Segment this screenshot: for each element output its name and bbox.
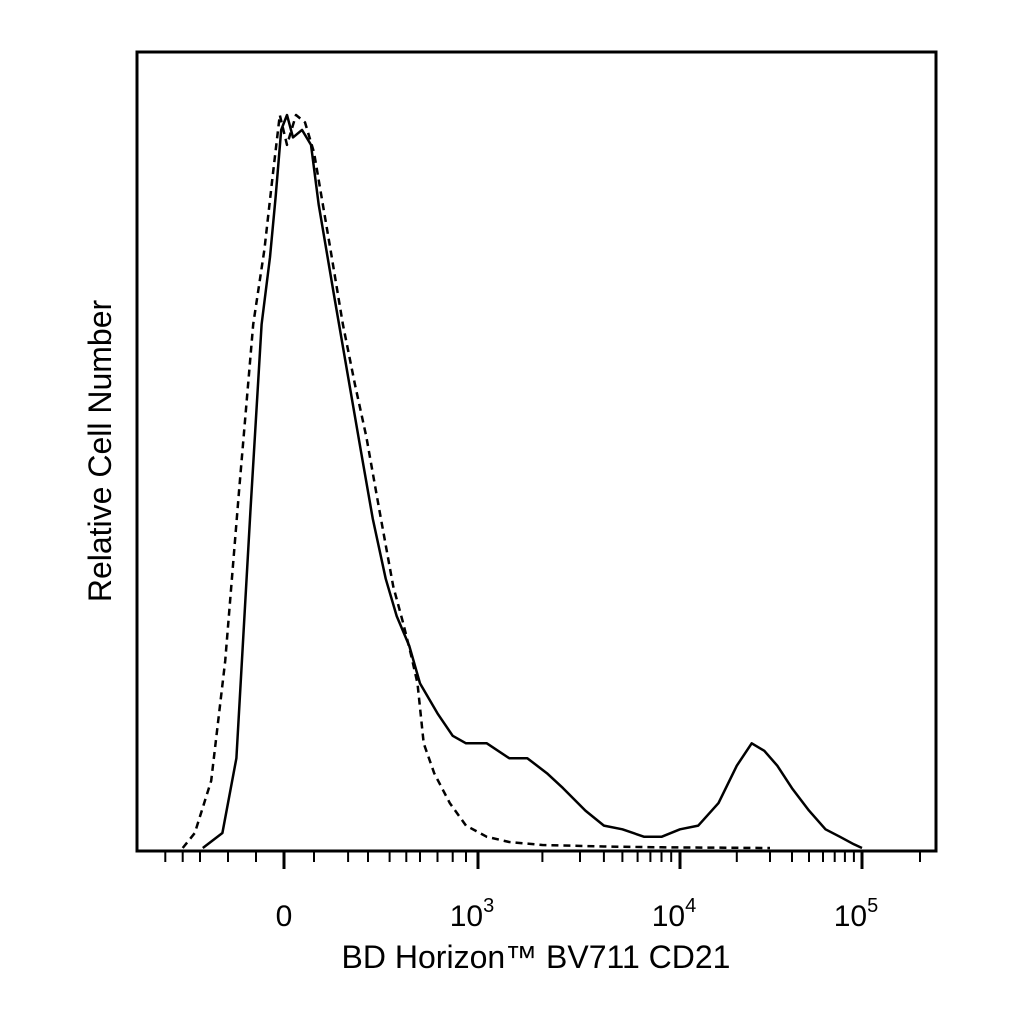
x-axis-title: BD Horizon™ BV711 CD21: [342, 939, 731, 975]
plot-frame: [135, 50, 938, 853]
x-tick-label: 103: [450, 895, 495, 933]
series-layer: [181, 113, 863, 850]
x-axis-tick-labels: 0 103 104 105: [276, 895, 879, 933]
x-axis-ticks: [164, 851, 921, 869]
histogram-series-dashed: [181, 113, 771, 850]
y-axis-title: Relative Cell Number: [82, 299, 118, 602]
x-tick-label: 104: [652, 895, 697, 933]
histogram-series-solid: [202, 113, 863, 850]
x-tick-label: 0: [276, 900, 293, 933]
x-tick-label: 105: [834, 895, 879, 933]
